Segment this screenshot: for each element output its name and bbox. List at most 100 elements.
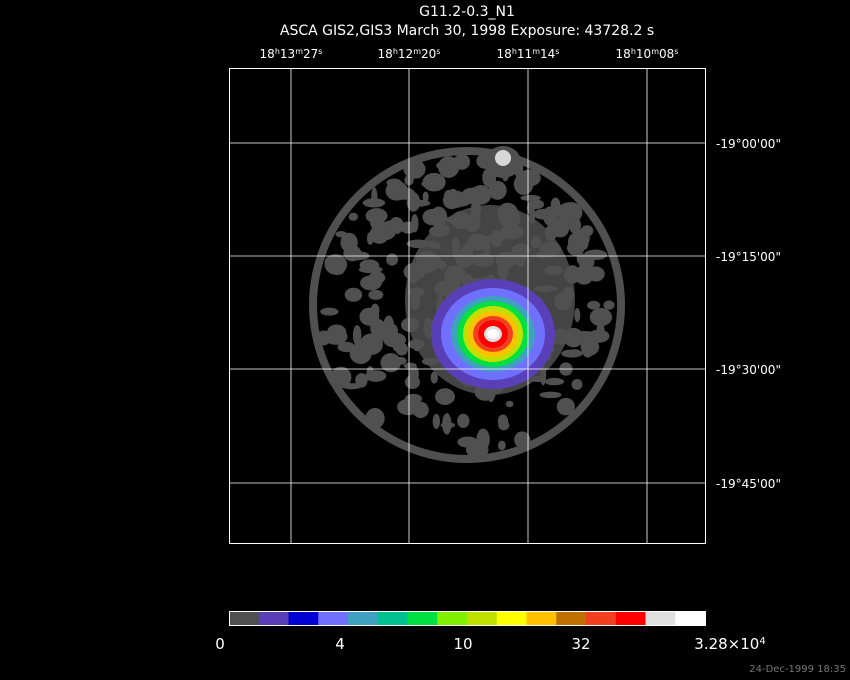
noise-patch (587, 300, 601, 310)
ra-label-part: h (631, 47, 636, 56)
coordinate-grid: 18h13m27s 18h12m20s 18h11m14s 18h10m08s-19°… (229, 47, 781, 543)
colorbar-swatch (467, 611, 498, 625)
north-core (495, 150, 511, 166)
ra-label-part: 14 (540, 47, 555, 61)
noise-patch (574, 307, 581, 323)
noise-patch (544, 377, 565, 386)
colorbar-swatch (318, 611, 349, 625)
frame (229, 68, 706, 544)
colorbar-label-part: 4 (759, 636, 765, 647)
colorbar: 0 4 10 32 3.28×104 (215, 611, 766, 653)
noise-patch (403, 159, 426, 179)
ra-label-part: 18 (497, 47, 512, 61)
noise-patch (365, 407, 385, 429)
colorbar-swatch (348, 611, 379, 625)
ra-label-part: m (413, 47, 421, 56)
noise-patch (568, 216, 582, 234)
ra-label-part: s (318, 47, 322, 56)
noise-patch (358, 265, 383, 274)
ra-label-part: 18 (260, 47, 275, 61)
noise-patch (432, 413, 441, 429)
subtitle: ASCA GIS2,GIS3 March 30, 1998 Exposure: … (280, 23, 654, 39)
noise-patch (539, 391, 562, 399)
ra-label-part: 08 (659, 47, 674, 61)
ra-label-part: 18 (378, 47, 393, 61)
noise-patch (520, 194, 541, 202)
noise-patch (406, 192, 421, 212)
noise-patch (589, 307, 613, 327)
ra-label-part: s (674, 47, 678, 56)
noise-patch (370, 303, 380, 318)
ra-label: 18h10m08s (616, 47, 679, 62)
noise-patch (457, 413, 470, 429)
noise-patch (422, 191, 429, 203)
ra-label-part: m (532, 47, 540, 56)
noise-patch (344, 287, 363, 302)
noise-patch (392, 344, 400, 352)
noise-patch (488, 180, 507, 200)
noise-patch (551, 218, 570, 238)
noise-patch (400, 221, 417, 234)
noise-patch (397, 398, 419, 416)
noise-patch (430, 371, 438, 384)
noise-patch (352, 324, 362, 346)
noise-patch (476, 428, 490, 451)
noise-patch (377, 210, 385, 232)
noise-patch (567, 232, 586, 252)
timestamp: 24-Dec-1999 18:35 (749, 664, 846, 675)
ra-label-part: h (275, 47, 280, 56)
title: G11.2-0.3_N1 (419, 4, 515, 20)
noise-patch (423, 175, 436, 186)
colorbar-label: 10 (453, 635, 472, 653)
dec-label: -19°15'00" (716, 250, 781, 264)
noise-patch (436, 160, 458, 170)
colorbar-swatch (407, 611, 438, 625)
noise-patch (368, 271, 386, 285)
colorbar-swatch (526, 611, 557, 625)
source-contour (487, 329, 499, 339)
ra-label-part: 11 (517, 47, 532, 61)
noise-patch (533, 208, 557, 220)
noise-patch (349, 342, 372, 365)
ra-label-part: 20 (421, 47, 436, 61)
colorbar-swatch (675, 611, 706, 625)
noise-patch (372, 324, 393, 341)
colorbar-label-part: 10 (453, 635, 472, 653)
noise-patch (324, 254, 348, 275)
dec-label: -19°30'00" (716, 363, 781, 377)
noise-patch (383, 220, 398, 227)
noise-patch (578, 253, 595, 270)
noise-patch (470, 185, 492, 205)
noise-patch (527, 200, 536, 215)
ra-label: 18h11m14s (497, 47, 560, 62)
noise-patch (587, 329, 610, 343)
ra-label-part: s (436, 47, 440, 56)
noise-patch (505, 400, 514, 408)
ra-label: 18h12m20s (378, 47, 441, 62)
ra-label: 18h13m27s (260, 47, 323, 62)
noise-patch (370, 209, 379, 231)
noise-patch (453, 153, 471, 170)
colorbar-label: 0 (215, 635, 225, 653)
colorbar-label-part: 3.28×10 (694, 635, 759, 653)
ra-label-part: s (555, 47, 559, 56)
ra-label-part: 10 (636, 47, 651, 61)
noise-patch (330, 366, 352, 388)
noise-patch (571, 378, 583, 390)
noise-patch (385, 180, 408, 201)
colorbar-label-part: 0 (215, 635, 225, 653)
ra-label-part: h (512, 47, 517, 56)
noise-patch (550, 197, 561, 213)
noise-patch (368, 289, 384, 300)
dec-label: -19°00'00" (716, 137, 781, 151)
noise-patch (574, 265, 594, 285)
ra-label-part: 18 (616, 47, 631, 61)
noise-patch (355, 373, 368, 388)
noise-patch (603, 300, 615, 310)
noise-patch (395, 342, 408, 356)
colorbar-swatch (258, 611, 289, 625)
colorbar-swatch (288, 611, 319, 625)
colorbar-label-part: 32 (571, 635, 590, 653)
colorbar-swatch (556, 611, 587, 625)
colorbar-swatch (645, 611, 676, 625)
